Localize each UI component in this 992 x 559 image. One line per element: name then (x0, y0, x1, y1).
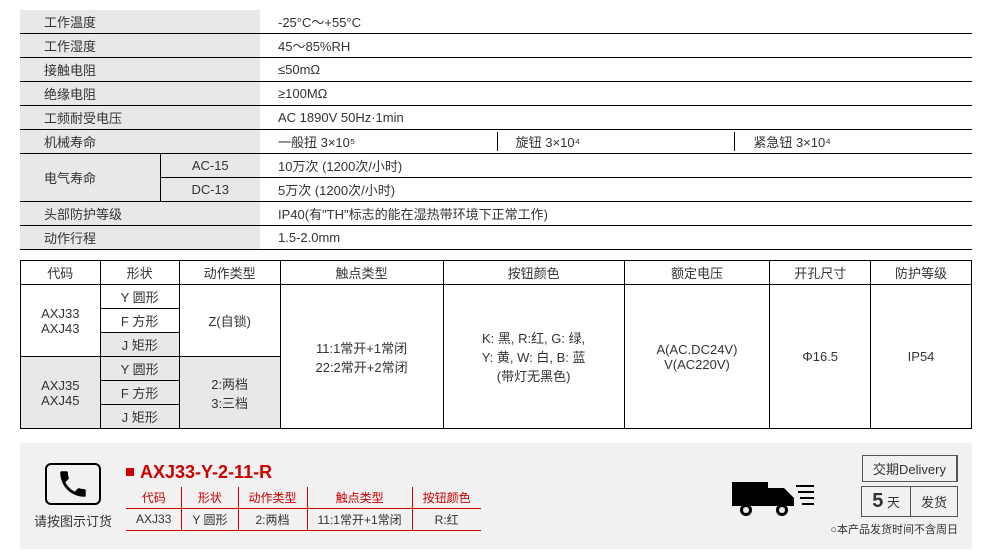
code-cell: J 矩形 (100, 405, 179, 429)
spec-label: 头部防护等级 (20, 202, 260, 226)
code-cell: Y 圆形 (100, 285, 179, 309)
code-cell: IP54 (871, 285, 972, 429)
mini-header: 动作类型 (238, 487, 307, 509)
truck-icon (726, 472, 816, 520)
mini-value: Y 圆形 (182, 508, 238, 530)
spec-sublabel: AC-15 (160, 154, 260, 178)
spec-value: IP40(有"TH"标志的能在湿热带环境下正常工作) (260, 202, 972, 226)
spec-value: 10万次 (1200次/小时) (260, 154, 972, 178)
code-cell: F 方形 (100, 381, 179, 405)
mini-value: R:红 (412, 508, 481, 530)
spec-value: 5万次 (1200次/小时) (260, 178, 972, 202)
code-cell: J 矩形 (100, 333, 179, 357)
mini-header: 代码 (126, 487, 182, 509)
delivery-title: 交期Delivery (863, 456, 957, 481)
spec-label: 工作湿度 (20, 34, 260, 58)
mini-header: 形状 (182, 487, 238, 509)
mini-value: AXJ33 (126, 508, 182, 530)
order-code-block: AXJ33-Y-2-11-R 代码 形状 动作类型 触点类型 按钮颜色 AXJ3… (126, 462, 481, 531)
spec-value: -25°C～+55°C (260, 10, 972, 34)
spec-label: 工作温度 (20, 10, 260, 34)
spec-label: 电气寿命 (20, 154, 160, 202)
mini-value: 2:两档 (238, 508, 307, 530)
spec-label: 工频耐受电压 (20, 106, 260, 130)
mech-life-3: 紧急钮 3×10⁴ (735, 132, 972, 151)
order-code-title: AXJ33-Y-2-11-R (126, 462, 481, 483)
code-header: 按钮颜色 (443, 261, 624, 285)
code-cell: A(AC.DC24V) V(AC220V) (624, 285, 770, 429)
code-cell: Z(自锁) (179, 285, 280, 357)
spec-label: 接触电阻 (20, 58, 260, 82)
delivery-note: ○本产品发货时间不含周日 (830, 521, 958, 537)
spec-value: ≤50mΩ (260, 58, 972, 82)
spec-value: 45～85%RH (260, 34, 972, 58)
code-cell: Y 圆形 (100, 357, 179, 381)
code-table: 代码 形状 动作类型 触点类型 按钮颜色 额定电压 开孔尺寸 防护等级 AXJ3… (20, 260, 972, 429)
code-header: 开孔尺寸 (770, 261, 871, 285)
code-header: 防护等级 (871, 261, 972, 285)
square-bullet-icon (126, 468, 134, 476)
delivery-title-row: 交期Delivery (862, 455, 958, 482)
mini-header: 触点类型 (307, 487, 412, 509)
mech-life-2: 旋钮 3×10⁴ (498, 132, 736, 151)
code-cell: K: 黑, R:红, G: 绿, Y: 黄, W: 白, B: 蓝 (带灯无黑色… (443, 285, 624, 429)
spec-table: 工作温度-25°C～+55°C 工作湿度45～85%RH 接触电阻≤50mΩ 绝… (20, 10, 972, 250)
delivery-days: 5 天 (862, 487, 911, 516)
code-header: 额定电压 (624, 261, 770, 285)
code-cell: F 方形 (100, 309, 179, 333)
delivery-ship: 发货 (911, 487, 957, 516)
code-header: 形状 (100, 261, 179, 285)
spec-value: AC 1890V 50Hz·1min (260, 106, 972, 130)
code-cell: AXJ35 AXJ45 (21, 357, 101, 429)
spec-value: ≥100MΩ (260, 82, 972, 106)
code-cell: AXJ33 AXJ43 (21, 285, 101, 357)
code-header: 触点类型 (280, 261, 443, 285)
order-mini-table: 代码 形状 动作类型 触点类型 按钮颜色 AXJ33 Y 圆形 2:两档 11:… (126, 487, 481, 531)
code-cell: 2:两档 3:三档 (179, 357, 280, 429)
spec-sublabel: DC-13 (160, 178, 260, 202)
code-cell: Φ16.5 (770, 285, 871, 429)
spec-value: 1.5-2.0mm (260, 226, 972, 250)
mini-header: 按钮颜色 (412, 487, 481, 509)
delivery-days-row: 5 天 发货 (861, 486, 958, 517)
mech-life-1: 一般扭 3×10⁵ (260, 132, 498, 151)
order-code: AXJ33-Y-2-11-R (140, 462, 272, 483)
phone-icon (45, 463, 101, 505)
spec-value-split: 一般扭 3×10⁵ 旋钮 3×10⁴ 紧急钮 3×10⁴ (260, 130, 972, 154)
code-cell: 11:1常开+1常闭 22:2常开+2常闭 (280, 285, 443, 429)
delivery-block: 交期Delivery 5 天 发货 ○本产品发货时间不含周日 (830, 455, 958, 537)
spec-label: 机械寿命 (20, 130, 260, 154)
code-header: 动作类型 (179, 261, 280, 285)
phone-block: 请按图示订货 (34, 463, 112, 530)
code-header: 代码 (21, 261, 101, 285)
order-prompt: 请按图示订货 (34, 511, 112, 530)
order-panel: 请按图示订货 AXJ33-Y-2-11-R 代码 形状 动作类型 触点类型 按钮… (20, 443, 972, 549)
mini-value: 11:1常开+1常闭 (307, 508, 412, 530)
spec-label: 绝缘电阻 (20, 82, 260, 106)
spec-label: 动作行程 (20, 226, 260, 250)
